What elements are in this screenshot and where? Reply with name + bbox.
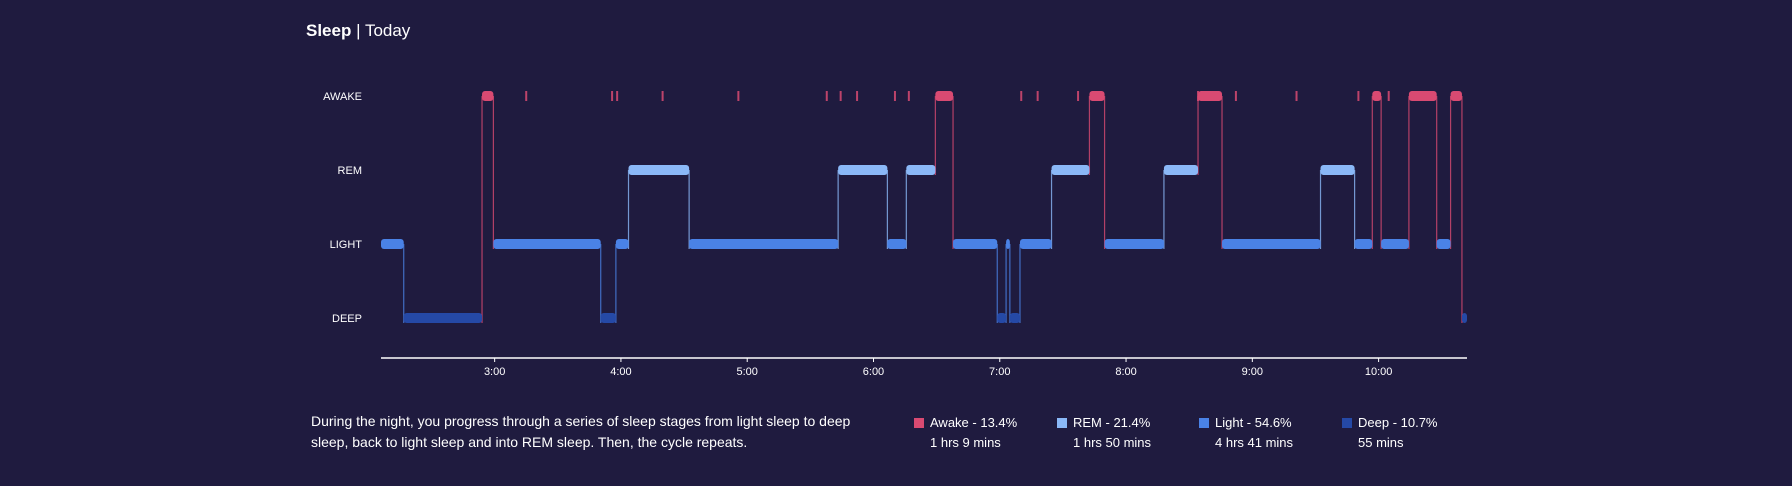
- x-tick-label: 6:00: [863, 366, 884, 378]
- stage-bar-light: [1019, 239, 1052, 249]
- brief-awakening-mark: [525, 91, 528, 101]
- y-label-awake: AWAKE: [323, 91, 362, 103]
- legend-swatch-rem: [1057, 418, 1067, 428]
- legend-label: Light - 54.6%: [1215, 415, 1292, 430]
- legend-duration: 1 hrs 9 mins: [930, 435, 1001, 450]
- y-label-rem: REM: [338, 165, 362, 177]
- stage-bar-rem: [1051, 165, 1090, 175]
- brief-awakening-mark: [1020, 91, 1023, 101]
- y-label-deep: DEEP: [332, 313, 362, 325]
- legend-label: Awake - 13.4%: [930, 415, 1018, 430]
- title-separator: |: [356, 21, 361, 40]
- chart-subtitle: Today: [364, 21, 411, 40]
- brief-awakening-mark: [856, 91, 859, 101]
- legend-swatch-light: [1199, 418, 1209, 428]
- stage-bar-light: [689, 239, 839, 249]
- stage-bar-light: [887, 239, 907, 249]
- legend-label: REM - 21.4%: [1073, 415, 1151, 430]
- stage-bar-light: [615, 239, 629, 249]
- brief-awakening-mark: [1234, 91, 1237, 101]
- stage-bar-rem: [1163, 165, 1199, 175]
- stage-bar-awake: [1450, 91, 1462, 101]
- brief-awakening-mark: [1295, 91, 1298, 101]
- stage-bar-awake: [935, 91, 954, 101]
- stage-bar-rem: [628, 165, 690, 175]
- x-tick-label: 7:00: [989, 366, 1010, 378]
- stage-bar-light: [953, 239, 998, 249]
- stage-bar-light: [1222, 239, 1321, 249]
- stage-bar-light: [1006, 239, 1010, 249]
- brief-awakening-mark: [1036, 91, 1039, 101]
- stage-bar-deep: [600, 313, 616, 323]
- legend-label: Deep - 10.7%: [1358, 415, 1438, 430]
- stage-bar-light: [1436, 239, 1451, 249]
- stage-bar-light: [493, 239, 601, 249]
- stage-bar-awake: [1198, 91, 1223, 101]
- brief-awakening-mark: [611, 91, 614, 101]
- brief-awakening-mark: [907, 91, 910, 101]
- stage-bar-light: [1354, 239, 1373, 249]
- stage-bar-rem: [838, 165, 888, 175]
- sleep-stage-marks: [381, 91, 1467, 323]
- x-tick-label: 8:00: [1115, 366, 1136, 378]
- x-tick-label: 10:00: [1365, 366, 1393, 378]
- stage-bar-awake: [1408, 91, 1437, 101]
- brief-awakening-mark: [1387, 91, 1390, 101]
- brief-awakening-mark: [893, 91, 896, 101]
- y-axis-labels: AWAKE REM LIGHT DEEP: [323, 91, 362, 325]
- stage-bar-deep: [1461, 313, 1467, 323]
- stage-bar-rem: [1320, 165, 1355, 175]
- brief-awakening-mark: [825, 91, 828, 101]
- stage-bar-light: [381, 239, 404, 249]
- legend-duration: 55 mins: [1358, 435, 1404, 450]
- legend-swatch-deep: [1342, 418, 1352, 428]
- brief-awakening-mark: [737, 91, 740, 101]
- sleep-description: During the night, you progress through a…: [311, 413, 851, 450]
- stage-bar-deep: [1009, 313, 1020, 323]
- brief-awakening-mark: [661, 91, 664, 101]
- brief-awakening-mark: [616, 91, 619, 101]
- legend-duration: 1 hrs 50 mins: [1073, 435, 1152, 450]
- legend-swatch-awake: [914, 418, 924, 428]
- stage-bar-light: [1104, 239, 1164, 249]
- brief-awakening-mark: [839, 91, 842, 101]
- stage-bar-rem: [906, 165, 936, 175]
- x-tick-label: 5:00: [736, 366, 757, 378]
- y-label-light: LIGHT: [330, 239, 363, 251]
- stage-bar-deep: [403, 313, 483, 323]
- chart-title: Sleep: [306, 21, 352, 40]
- stage-bar-deep: [997, 313, 1007, 323]
- stage-bar-awake: [482, 91, 494, 101]
- brief-awakening-mark: [1197, 91, 1200, 101]
- x-tick-label: 3:00: [484, 366, 505, 378]
- x-tick-label: 9:00: [1242, 366, 1263, 378]
- stage-bar-light: [1381, 239, 1409, 249]
- stage-bar-awake: [1372, 91, 1382, 101]
- chart-header: Sleep | Today: [306, 19, 410, 43]
- legend-duration: 4 hrs 41 mins: [1215, 435, 1294, 450]
- stage-bar-awake: [1089, 91, 1105, 101]
- x-axis-ticks: 3:00 4:00 5:00 6:00 7:00 8:00 9:00 10:00: [484, 358, 1392, 378]
- brief-awakening-mark: [1077, 91, 1080, 101]
- x-tick-label: 4:00: [610, 366, 631, 378]
- brief-awakening-mark: [1357, 91, 1360, 101]
